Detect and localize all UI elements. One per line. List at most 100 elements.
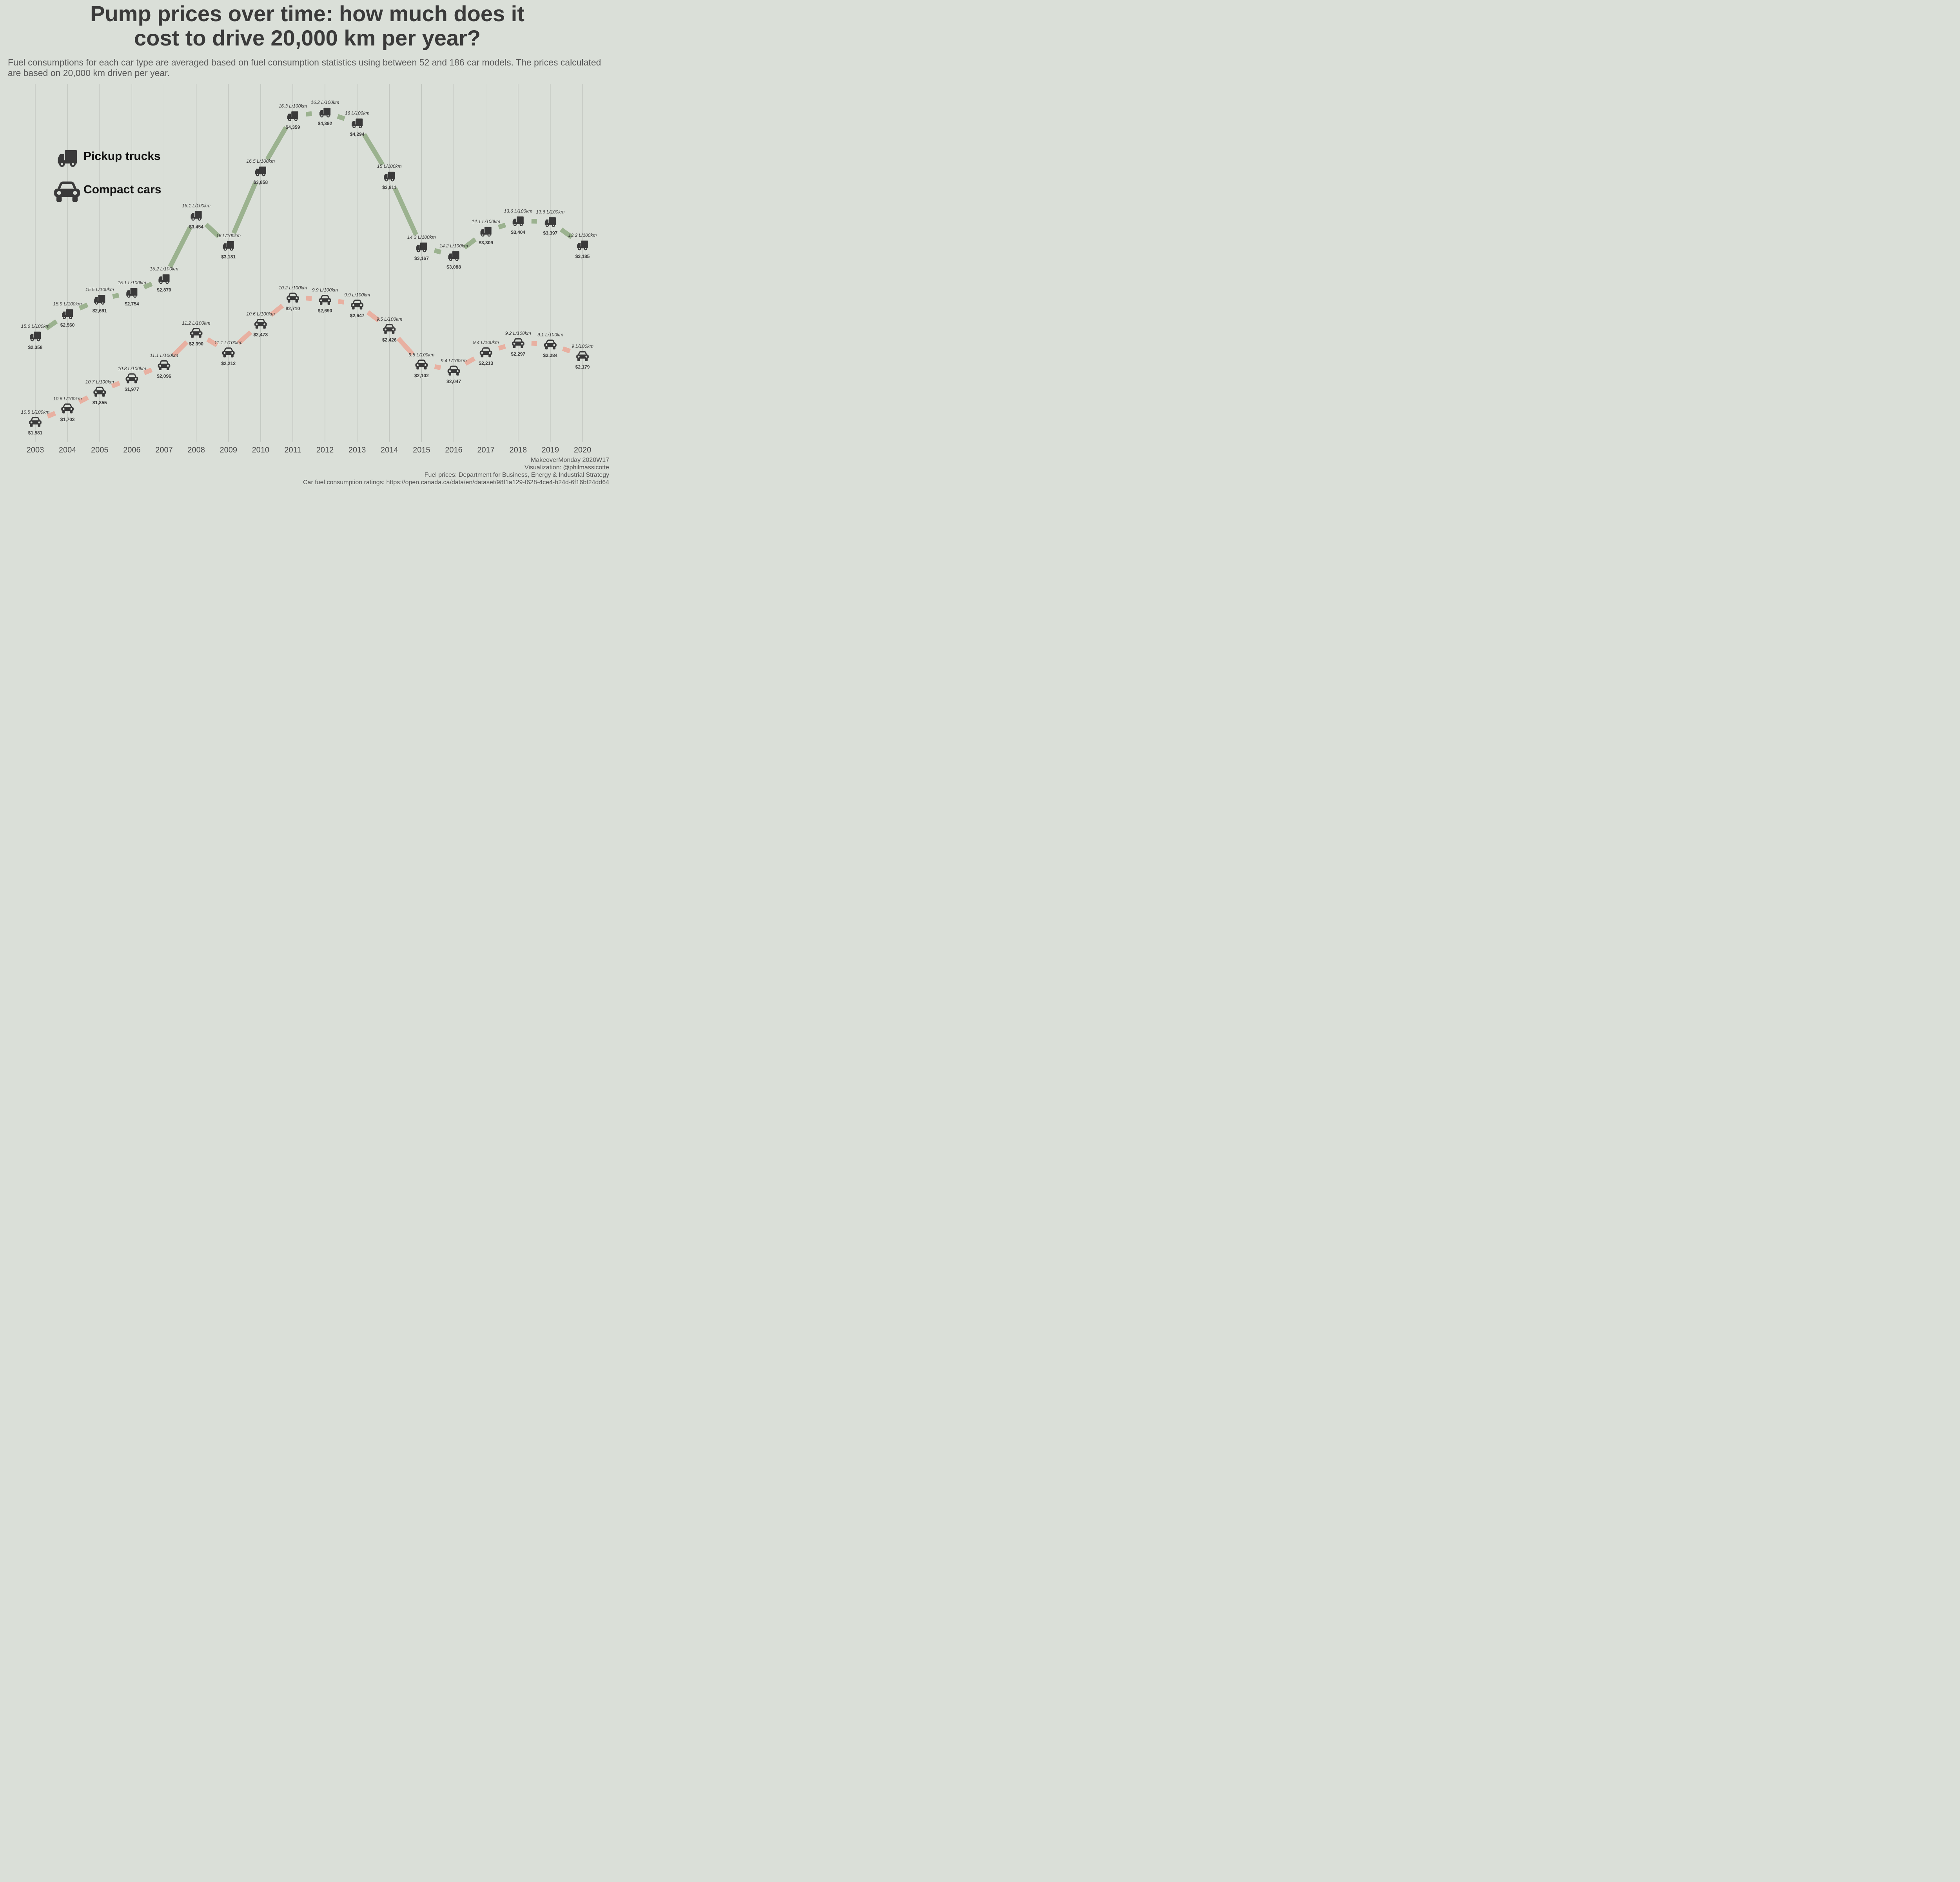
series-segment <box>498 223 506 230</box>
chart-title-line: Pump prices over time: how much does it <box>90 1 524 26</box>
grid-layer <box>35 84 583 442</box>
series-segment <box>562 346 571 354</box>
x-tick-label: 2018 <box>510 446 527 454</box>
x-axis: 2003 2004 2005 2006 2007 2008 2009 2010 2011 2012… <box>27 446 592 454</box>
caption-line: Car fuel consumption ratings: https://op… <box>303 479 609 486</box>
x-tick-label: 2008 <box>187 446 205 454</box>
value-label: $2,047 <box>446 379 461 384</box>
chart-title: Pump prices over time: how much does it … <box>0 2 615 50</box>
mark-layer: 15.6 L/100km $2,358 15.9 L/100km $2,560 15.5… <box>21 100 597 436</box>
value-label: $3,404 <box>511 229 525 235</box>
value-label: $4,359 <box>286 124 300 130</box>
consumption-label: 10.6 L/100km <box>53 396 82 401</box>
consumption-label: 9.2 L/100km <box>505 331 531 336</box>
consumption-label: 10.7 L/100km <box>85 379 114 385</box>
legend: Pickup trucks Compact cars <box>54 150 161 202</box>
series-segment <box>531 341 537 346</box>
value-label: $2,691 <box>93 308 107 313</box>
consumption-label: 16 L/100km <box>216 233 241 238</box>
series-segment <box>78 302 89 311</box>
series-segment <box>168 226 192 268</box>
x-tick-label: 2012 <box>316 446 334 454</box>
value-label: $3,185 <box>575 254 590 259</box>
series-segment <box>464 356 476 366</box>
value-label: $2,647 <box>350 313 365 318</box>
value-label: $3,167 <box>414 256 429 261</box>
consumption-label: 15.9 L/100km <box>53 301 82 307</box>
value-label: $2,473 <box>253 332 268 338</box>
series-segment <box>463 237 477 250</box>
consumption-label: 9.4 L/100km <box>441 358 467 363</box>
x-tick-label: 2004 <box>59 446 76 454</box>
value-label: $2,358 <box>28 345 43 350</box>
consumption-label: 16.3 L/100km <box>279 103 307 109</box>
series-segment <box>231 182 258 234</box>
series-segment <box>498 344 506 351</box>
line-layer <box>45 111 573 419</box>
consumption-label: 10.8 L/100km <box>118 366 146 371</box>
consumption-label: 16.5 L/100km <box>246 158 275 164</box>
value-label: $3,397 <box>543 230 558 236</box>
series-segment <box>143 367 153 375</box>
series-segment <box>45 319 58 331</box>
series-segment <box>265 126 288 161</box>
value-label: $2,690 <box>318 308 332 314</box>
x-tick-label: 2016 <box>445 446 463 454</box>
value-label: $3,454 <box>189 224 203 229</box>
x-tick-label: 2019 <box>542 446 559 454</box>
x-tick-label: 2006 <box>123 446 141 454</box>
x-tick-label: 2010 <box>252 446 270 454</box>
consumption-label: 16.1 L/100km <box>182 203 211 208</box>
caption-line: MakeoverMonday 2020W17 <box>530 457 609 463</box>
consumption-label: 15.2 L/100km <box>150 266 178 272</box>
value-label: $2,754 <box>125 301 139 307</box>
consumption-label: 11.2 L/100km <box>182 320 211 326</box>
series-segment <box>143 282 153 289</box>
series-segment <box>78 395 89 404</box>
series-segment <box>434 364 441 370</box>
consumption-label: 15.1 L/100km <box>118 280 146 285</box>
value-label: $3,181 <box>221 254 236 260</box>
value-label: $2,212 <box>221 361 236 366</box>
x-tick-label: 2015 <box>413 446 430 454</box>
value-label: $2,102 <box>414 373 429 378</box>
consumption-label: 11.1 L/100km <box>150 352 178 358</box>
caption-line: Visualization: @philmassicotte <box>524 464 609 471</box>
value-label: $2,297 <box>511 351 525 357</box>
consumption-label: 15.5 L/100km <box>85 287 114 292</box>
consumption-label: 16 L/100km <box>345 111 370 116</box>
value-label: $3,309 <box>479 240 493 245</box>
consumption-label: 9 L/100km <box>572 343 593 349</box>
legend-label: Compact cars <box>83 183 161 196</box>
value-label: $1,581 <box>28 430 43 436</box>
value-label: $2,426 <box>382 337 397 343</box>
value-label: $2,179 <box>575 364 590 370</box>
x-tick-label: 2017 <box>477 446 495 454</box>
chart-title-line: cost to drive 20,000 km per year? <box>134 25 481 50</box>
chart-area: 15.6 L/100km $2,358 15.9 L/100km $2,560 15.5… <box>21 84 597 454</box>
value-label: $1,977 <box>125 387 139 392</box>
value-label: $1,703 <box>60 417 75 422</box>
series-segment <box>269 303 284 317</box>
consumption-label: 16.2 L/100km <box>311 100 339 105</box>
x-tick-label: 2013 <box>348 446 366 454</box>
consumption-label: 9.5 L/100km <box>408 352 434 358</box>
consumption-label: 10.2 L/100km <box>279 285 307 291</box>
x-tick-label: 2005 <box>91 446 109 454</box>
value-label: $2,710 <box>286 306 300 311</box>
consumption-label: 13.6 L/100km <box>504 208 532 214</box>
consumption-label: 9.5 L/100km <box>376 316 402 322</box>
caption: MakeoverMonday 2020W17 Visualization: @p… <box>303 456 609 486</box>
series-segment <box>337 114 345 121</box>
value-label: $2,879 <box>157 287 171 293</box>
series-segment <box>366 310 380 323</box>
value-label: $3,088 <box>446 264 461 270</box>
series-segment <box>111 381 121 389</box>
consumption-label: 9.1 L/100km <box>537 332 563 338</box>
x-tick-label: 2014 <box>381 446 398 454</box>
consumption-label: 14.3 L/100km <box>407 234 436 240</box>
car-icon <box>54 181 80 202</box>
series-segment <box>559 227 573 239</box>
value-label: $4,392 <box>318 121 332 126</box>
series-segment <box>112 293 120 299</box>
